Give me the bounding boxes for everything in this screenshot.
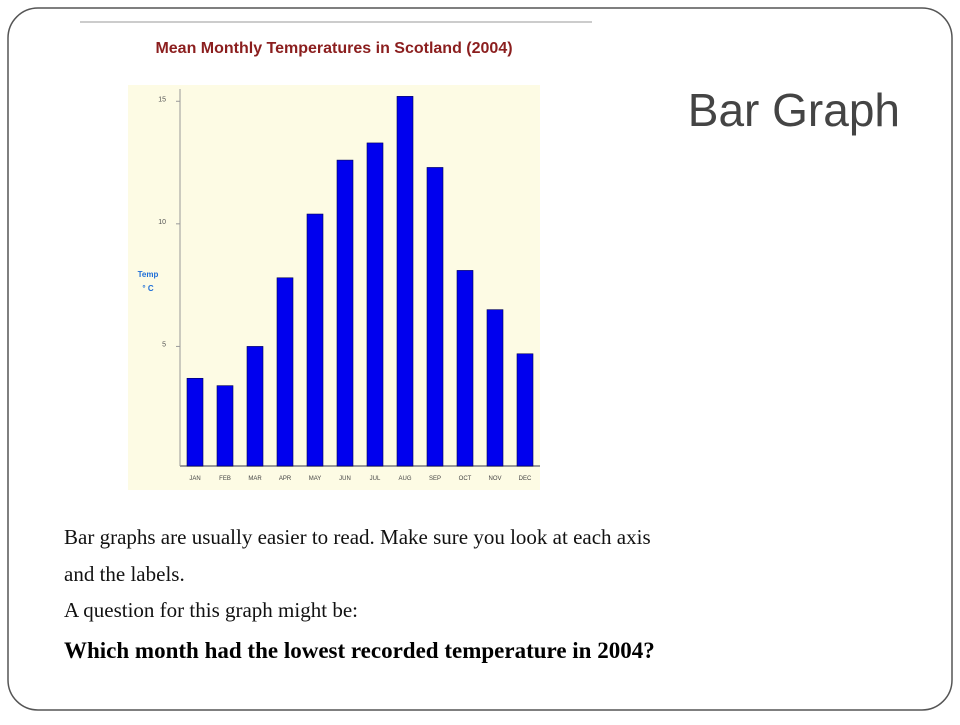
chart-title: Mean Monthly Temperatures in Scotland (2… [155, 40, 512, 57]
bar [366, 142, 384, 467]
x-tick-label: JUN [339, 476, 351, 482]
bar [396, 96, 414, 467]
bar [456, 270, 474, 467]
bar [306, 213, 324, 467]
y-tick-label: 10 [158, 219, 166, 226]
body-text: Bar graphs are usually easier to read. M… [64, 525, 651, 549]
bar [336, 159, 354, 467]
x-tick-label: OCT [459, 476, 472, 482]
bar [426, 167, 444, 467]
x-tick-label: JAN [189, 476, 200, 482]
bar [186, 377, 204, 467]
x-tick-label: DEC [519, 476, 532, 482]
bar [276, 277, 294, 467]
y-axis-label: ° C [142, 284, 153, 293]
x-tick-label: AUG [398, 476, 411, 482]
bar [216, 385, 234, 467]
question: Which month had the lowest recorded temp… [64, 638, 655, 663]
bar [246, 346, 264, 467]
x-tick-label: JUL [370, 476, 381, 482]
bar [516, 353, 534, 467]
y-tick-label: 5 [162, 341, 166, 348]
x-tick-label: NOV [488, 476, 501, 482]
x-tick-label: MAR [248, 476, 262, 482]
body-text: A question for this graph might be: [64, 598, 358, 622]
x-tick-label: MAY [309, 476, 322, 482]
slide-title: Bar Graph [688, 84, 900, 136]
x-tick-label: APR [279, 476, 292, 482]
plot: 5 10 15 JAN FEB MAR APR MAY JUN JUL AUG SEP OCT NOV DE… [158, 89, 540, 482]
y-tick-label: 15 [158, 96, 166, 103]
body-text: and the labels. [64, 562, 185, 586]
bar [486, 309, 504, 467]
x-tick-label: SEP [429, 476, 441, 482]
y-axis-label: Temp [138, 270, 159, 279]
x-tick-label: FEB [219, 476, 231, 482]
